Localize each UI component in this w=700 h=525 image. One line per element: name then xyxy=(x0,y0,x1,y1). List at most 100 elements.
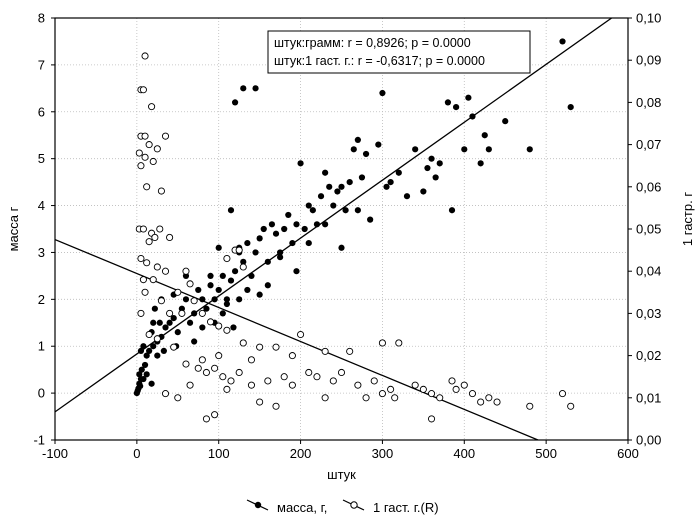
legend-label: масса, г, xyxy=(277,500,327,515)
data-point-filled xyxy=(230,324,237,331)
data-point-filled xyxy=(375,141,382,148)
data-point-filled xyxy=(277,254,284,261)
data-point-filled xyxy=(244,239,251,247)
data-point-filled xyxy=(199,324,206,331)
y-tick-label: 0 xyxy=(38,386,45,401)
data-point-open xyxy=(174,288,182,296)
data-points xyxy=(133,38,575,423)
y2-tick-label: 0,10 xyxy=(636,11,661,26)
data-point-filled xyxy=(293,221,300,228)
data-point-open xyxy=(427,415,436,423)
data-point-open xyxy=(264,377,272,385)
x-tick-label: 0 xyxy=(133,446,140,461)
data-point-open xyxy=(395,339,403,347)
data-point-open xyxy=(186,381,194,389)
data-point-filled xyxy=(244,286,251,294)
data-point-filled xyxy=(219,272,226,279)
data-point-filled xyxy=(136,371,143,378)
data-point-open xyxy=(151,233,159,241)
data-point-open xyxy=(567,402,575,410)
data-point-filled xyxy=(215,286,222,294)
data-point-open xyxy=(143,183,151,191)
data-point-open xyxy=(211,411,219,419)
data-point-filled xyxy=(186,319,194,326)
legend-label: 1 гаст. г.(R) xyxy=(373,500,439,515)
data-point-filled xyxy=(240,258,247,265)
data-point-open xyxy=(178,309,186,317)
data-point-open xyxy=(329,377,337,385)
data-point-open xyxy=(139,225,147,233)
data-point-open xyxy=(387,385,395,393)
data-point-open xyxy=(194,364,202,372)
data-point-filled xyxy=(338,183,345,190)
y-tick-label: 2 xyxy=(38,292,45,307)
y2-tick-label: 0,06 xyxy=(636,179,661,194)
data-point-open xyxy=(182,267,190,275)
data-point-open xyxy=(378,339,386,347)
data-point-open xyxy=(149,157,157,166)
regression-line xyxy=(55,18,613,413)
data-point-open xyxy=(247,356,256,364)
y2-tick-label: 0,02 xyxy=(636,348,661,363)
data-point-filled xyxy=(240,85,247,92)
data-point-filled xyxy=(211,296,218,303)
y2-tick-label: 0,01 xyxy=(636,390,661,405)
data-point-open xyxy=(211,364,219,372)
data-point-open xyxy=(141,52,149,60)
data-point-filled xyxy=(223,296,230,303)
regression-line xyxy=(55,238,539,440)
data-point-open xyxy=(411,381,419,389)
data-point-filled xyxy=(461,146,468,153)
data-point-filled xyxy=(338,244,345,251)
x-tick-label: 600 xyxy=(617,446,639,461)
x-tick-label: 300 xyxy=(372,446,394,461)
y-tick-label: -1 xyxy=(33,433,45,448)
data-point-filled xyxy=(137,347,145,355)
stats-box: штук:грамм: r = 0,8926; p = 0.0000 штук:… xyxy=(267,30,531,74)
data-point-filled xyxy=(412,146,419,153)
data-point-filled xyxy=(428,155,435,162)
y2-tick-label: 0,07 xyxy=(636,137,661,152)
data-point-open xyxy=(156,225,164,233)
data-point-filled xyxy=(477,160,484,167)
data-point-open xyxy=(202,415,210,423)
data-point-filled xyxy=(272,230,280,237)
data-point-filled xyxy=(236,296,243,303)
data-point-filled xyxy=(154,352,161,359)
data-point-open xyxy=(157,297,165,305)
data-point-open xyxy=(153,263,161,271)
x-tick-label: 400 xyxy=(453,446,475,461)
data-point-open xyxy=(485,394,493,402)
data-point-filled xyxy=(252,249,259,256)
data-point-filled xyxy=(346,179,353,186)
data-point-filled xyxy=(160,347,167,355)
data-point-filled xyxy=(203,305,210,312)
data-point-filled xyxy=(150,319,157,326)
data-point-filled xyxy=(256,291,263,298)
data-point-open xyxy=(235,246,243,254)
data-point-filled xyxy=(174,329,181,336)
x-tick-labels: -100 0 100 200 300 400 500 600 xyxy=(42,440,639,461)
data-point-filled xyxy=(559,38,566,45)
data-point-filled xyxy=(436,160,443,167)
legend-entry-filled: масса, г, xyxy=(246,499,327,515)
data-point-filled xyxy=(191,338,198,345)
data-point-filled xyxy=(182,296,190,303)
data-point-open xyxy=(239,339,247,347)
data-point-open xyxy=(227,377,235,385)
data-point-filled xyxy=(334,188,341,195)
x-axis-label: штук xyxy=(327,467,356,482)
data-point-open xyxy=(161,132,170,140)
x-tick-label: 100 xyxy=(208,446,230,461)
data-point-filled xyxy=(395,169,402,176)
data-point-open xyxy=(558,390,567,398)
data-point-filled xyxy=(156,319,163,326)
data-point-open xyxy=(223,254,231,263)
data-point-filled xyxy=(231,99,239,106)
data-point-filled xyxy=(140,343,147,350)
data-point-open xyxy=(190,297,198,305)
data-point-open xyxy=(391,394,399,402)
data-point-filled xyxy=(448,207,456,214)
y2-tick-label: 0,03 xyxy=(636,306,661,321)
data-point-open xyxy=(182,360,190,368)
